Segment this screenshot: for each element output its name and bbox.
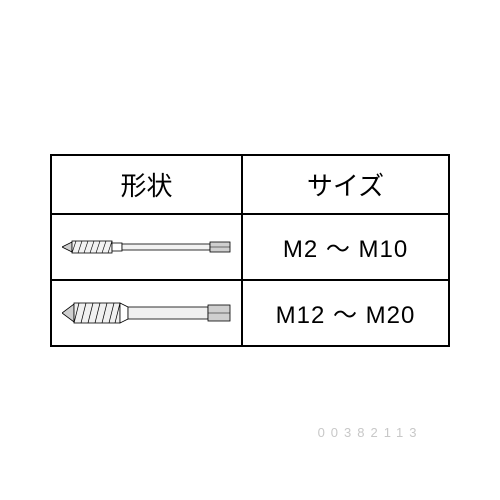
size-cell-small: M2 ～ M10 [242, 214, 449, 280]
col-header-size: サイズ [242, 155, 449, 214]
table-row: M2 ～ M10 [51, 214, 449, 280]
spec-table: 形状 サイズ [50, 154, 450, 347]
tap-illustration-large [60, 291, 233, 335]
size-cell-large: M12 ～ M20 [242, 280, 449, 346]
table-row: M12 ～ M20 [51, 280, 449, 346]
shape-cell-small-tap [51, 214, 242, 280]
col-header-shape: 形状 [51, 155, 242, 214]
tap-illustration-small [60, 225, 233, 269]
shape-cell-large-tap [51, 280, 242, 346]
table-header-row: 形状 サイズ [51, 155, 449, 214]
sheet: 形状 サイズ [20, 20, 480, 480]
watermark-text: 00382113 [318, 425, 423, 440]
tap-large-icon [62, 298, 232, 328]
tap-small-icon [62, 232, 232, 262]
